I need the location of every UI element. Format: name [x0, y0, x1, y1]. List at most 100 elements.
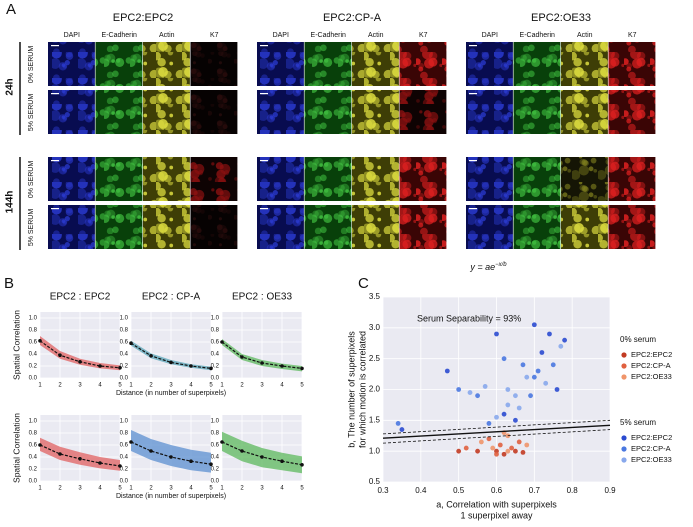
scatter-point [456, 387, 462, 392]
scatter-point [516, 439, 522, 445]
y-tick-label: 1.0 [29, 419, 38, 425]
data-point [300, 463, 304, 467]
subplot-title: EPC2 : CP-A [142, 292, 201, 303]
y-tick-label: 3.0 [369, 323, 381, 332]
y-tick-label: 0.6 [120, 340, 129, 346]
y-tick-label: 0.8 [120, 431, 129, 437]
group-title: EPC2:EPC2 [113, 12, 174, 24]
data-point [280, 364, 284, 368]
x-tick-label: 4 [189, 383, 193, 389]
y-tick-label: 1.0 [211, 419, 220, 425]
channel-label: DAPI [482, 32, 498, 39]
micrograph [143, 205, 190, 249]
micrograph [561, 90, 608, 134]
micrograph [466, 157, 513, 201]
micrograph [304, 157, 352, 201]
micrograph [466, 90, 513, 134]
x-tick-label: 5 [209, 486, 213, 492]
y-tick-label: 0.6 [211, 340, 220, 346]
data-point [38, 339, 42, 343]
scale-bar [260, 160, 268, 162]
micrograph [190, 90, 238, 134]
y-tick-label: 0.4 [211, 352, 220, 358]
legend-label: EPC2:EPC2 [631, 433, 672, 442]
y-tick-label: 0.2 [211, 364, 220, 370]
annotation: Serum Separability = 93% [417, 313, 521, 323]
channel-label: E-Cadherin [520, 32, 556, 39]
micrograph [143, 90, 190, 134]
scale-bar [469, 160, 477, 162]
scatter-point [494, 451, 499, 457]
y-tick-label: 0.6 [29, 340, 38, 346]
channel-label: Actin [159, 32, 175, 39]
legend-marker [621, 374, 627, 380]
y-tick-label: 0.2 [211, 467, 220, 473]
micrograph [513, 157, 561, 201]
scatter-point [399, 427, 405, 432]
y-tick-label: 0.5 [369, 477, 381, 486]
data-point [280, 459, 284, 464]
y-tick-label: 0.4 [29, 352, 38, 358]
x-tick-label: 0.3 [377, 486, 389, 495]
x-tick-label: 4 [280, 486, 284, 492]
data-point [209, 366, 213, 371]
x-tick-label: 2 [58, 383, 62, 389]
micrograph [143, 157, 190, 201]
formula: y = ae−x/b [469, 262, 507, 273]
scatter-point [501, 411, 507, 417]
micrograph [513, 90, 561, 134]
data-point [98, 461, 102, 465]
micrograph [561, 42, 608, 86]
data-point [78, 457, 82, 461]
micrograph [95, 205, 143, 249]
micrograph [95, 42, 143, 86]
micrograph [95, 90, 143, 134]
legend-label: EPC2:OE33 [631, 372, 672, 381]
channel-label: E-Cadherin [311, 32, 347, 39]
legend-title: 0% serum [620, 335, 656, 344]
y-tick-label: 0.6 [120, 443, 129, 449]
micrograph [399, 157, 447, 201]
scatter-point [490, 445, 496, 451]
legend-label: EPC2:CP-A [631, 361, 671, 370]
x-tick-label: 0.4 [415, 486, 427, 495]
data-point [38, 443, 42, 447]
x-tick-label: 3 [78, 383, 82, 389]
scatter-point [509, 445, 515, 451]
x-tick-label: 5 [300, 383, 304, 389]
x-tick-label: 3 [169, 486, 173, 492]
y-tick-label: 2.5 [369, 354, 381, 363]
panel-label: B [4, 275, 14, 292]
y-tick-label: 0.0 [211, 479, 220, 485]
micrograph [352, 42, 399, 86]
x-tick-label: 1 [129, 383, 133, 389]
channel-label: Actin [368, 32, 384, 39]
scatter-point [486, 421, 492, 426]
data-point [118, 366, 122, 370]
x-tick-label: 0.7 [529, 486, 541, 495]
x-tick-label: 5 [118, 486, 122, 492]
data-point [169, 455, 173, 459]
scale-bar [469, 45, 477, 47]
micrograph [48, 157, 95, 201]
legend-label: EPC2:EPC2 [631, 350, 672, 359]
y-tick-label: 0.0 [29, 376, 38, 382]
micrograph [513, 205, 561, 249]
legend-marker [621, 363, 627, 369]
y-tick-label: 3.5 [369, 292, 381, 301]
scatter-point [531, 322, 537, 328]
y-tick-label: 2.0 [369, 385, 381, 394]
y-tick-label: 0.8 [211, 328, 220, 334]
legend-label: EPC2:OE33 [631, 455, 672, 464]
scatter-point [528, 393, 533, 399]
condition-label: 5% SERUM [28, 209, 35, 247]
y-tick-label: 0.8 [29, 328, 38, 334]
x-tick-label: 3 [260, 383, 264, 389]
legend-title: 5% serum [620, 418, 656, 427]
data-point [260, 455, 264, 459]
y-tick-label: 0.2 [120, 364, 129, 370]
y-tick-label: 0.6 [29, 443, 38, 449]
scatter-point [554, 387, 560, 392]
data-point [169, 360, 173, 365]
